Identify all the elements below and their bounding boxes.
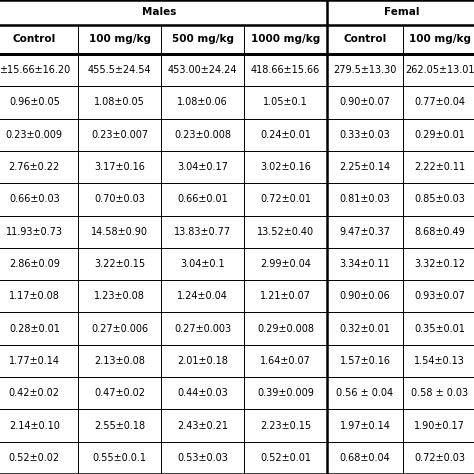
Text: 0.39±0.009: 0.39±0.009	[257, 388, 314, 398]
Text: 2.55±0.18: 2.55±0.18	[94, 420, 145, 430]
Text: 2.23±0.15: 2.23±0.15	[260, 420, 311, 430]
Text: 100 mg/kg: 100 mg/kg	[89, 34, 151, 45]
Text: 3.04±0.1: 3.04±0.1	[180, 259, 225, 269]
Text: 0.66±0.03: 0.66±0.03	[9, 194, 60, 204]
Text: 1.23±0.08: 1.23±0.08	[94, 292, 145, 301]
Text: 2.14±0.10: 2.14±0.10	[9, 420, 60, 430]
Text: 0.93±0.07: 0.93±0.07	[414, 292, 465, 301]
Text: 0.23±0.009: 0.23±0.009	[6, 130, 63, 140]
Text: 0.35±0.01: 0.35±0.01	[414, 324, 465, 334]
Text: 100 mg/kg: 100 mg/kg	[409, 34, 471, 45]
Text: Control: Control	[13, 34, 56, 45]
Text: 3.02±0.16: 3.02±0.16	[260, 162, 311, 172]
Text: 0.72±0.03: 0.72±0.03	[414, 453, 465, 463]
Text: 0.28±0.01: 0.28±0.01	[9, 324, 60, 334]
Text: 1.97±0.14: 1.97±0.14	[339, 420, 391, 430]
Text: 1.64±0.07: 1.64±0.07	[260, 356, 311, 366]
Text: 3.32±0.12: 3.32±0.12	[414, 259, 465, 269]
Text: 1.24±0.04: 1.24±0.04	[177, 292, 228, 301]
Text: 0.42±0.02: 0.42±0.02	[9, 388, 60, 398]
Text: ±15.66±16.20: ±15.66±16.20	[0, 65, 70, 75]
Text: 0.29±0.01: 0.29±0.01	[414, 130, 465, 140]
Text: 0.29±0.008: 0.29±0.008	[257, 324, 314, 334]
Text: 2.22±0.11: 2.22±0.11	[414, 162, 465, 172]
Text: 0.33±0.03: 0.33±0.03	[339, 130, 391, 140]
Text: 0.23±0.007: 0.23±0.007	[91, 130, 148, 140]
Text: 453.00±24.24: 453.00±24.24	[168, 65, 237, 75]
Text: 0.56 ± 0.04: 0.56 ± 0.04	[337, 388, 393, 398]
Text: 0.32±0.01: 0.32±0.01	[339, 324, 391, 334]
Text: 0.47±0.02: 0.47±0.02	[94, 388, 145, 398]
Text: 0.24±0.01: 0.24±0.01	[260, 130, 311, 140]
Text: Males: Males	[142, 7, 176, 18]
Text: 3.34±0.11: 3.34±0.11	[339, 259, 391, 269]
Text: 1.05±0.1: 1.05±0.1	[263, 98, 308, 108]
Text: 2.13±0.08: 2.13±0.08	[94, 356, 145, 366]
Text: 418.66±15.66: 418.66±15.66	[251, 65, 320, 75]
Text: 1000 mg/kg: 1000 mg/kg	[251, 34, 320, 45]
Text: 1.90±0.17: 1.90±0.17	[414, 420, 465, 430]
Text: 9.47±0.37: 9.47±0.37	[339, 227, 391, 237]
Text: 0.27±0.003: 0.27±0.003	[174, 324, 231, 334]
Text: 0.23±0.008: 0.23±0.008	[174, 130, 231, 140]
Text: Femal: Femal	[384, 7, 419, 18]
Text: 1.21±0.07: 1.21±0.07	[260, 292, 311, 301]
Text: 8.68±0.49: 8.68±0.49	[414, 227, 465, 237]
Text: 279.5±13.30: 279.5±13.30	[333, 65, 397, 75]
Text: 1.08±0.06: 1.08±0.06	[177, 98, 228, 108]
Text: 0.55±0.0.1: 0.55±0.0.1	[93, 453, 146, 463]
Text: 1.54±0.13: 1.54±0.13	[414, 356, 465, 366]
Text: 13.83±0.77: 13.83±0.77	[174, 227, 231, 237]
Text: 0.90±0.07: 0.90±0.07	[339, 98, 391, 108]
Text: 1.77±0.14: 1.77±0.14	[9, 356, 60, 366]
Text: 0.96±0.05: 0.96±0.05	[9, 98, 60, 108]
Text: 0.77±0.04: 0.77±0.04	[414, 98, 465, 108]
Text: 262.05±13.01: 262.05±13.01	[405, 65, 474, 75]
Text: 14.58±0.90: 14.58±0.90	[91, 227, 148, 237]
Text: 0.81±0.03: 0.81±0.03	[339, 194, 391, 204]
Text: 0.53±0.03: 0.53±0.03	[177, 453, 228, 463]
Text: 0.58 ± 0.03: 0.58 ± 0.03	[411, 388, 468, 398]
Text: 2.25±0.14: 2.25±0.14	[339, 162, 391, 172]
Text: 0.52±0.01: 0.52±0.01	[260, 453, 311, 463]
Text: 3.04±0.17: 3.04±0.17	[177, 162, 228, 172]
Text: 1.57±0.16: 1.57±0.16	[339, 356, 391, 366]
Text: 2.43±0.21: 2.43±0.21	[177, 420, 228, 430]
Text: 3.22±0.15: 3.22±0.15	[94, 259, 145, 269]
Text: 500 mg/kg: 500 mg/kg	[172, 34, 234, 45]
Text: 0.70±0.03: 0.70±0.03	[94, 194, 145, 204]
Text: 1.17±0.08: 1.17±0.08	[9, 292, 60, 301]
Text: 0.27±0.006: 0.27±0.006	[91, 324, 148, 334]
Text: 0.85±0.03: 0.85±0.03	[414, 194, 465, 204]
Text: 1.08±0.05: 1.08±0.05	[94, 98, 145, 108]
Text: 0.72±0.01: 0.72±0.01	[260, 194, 311, 204]
Text: 2.01±0.18: 2.01±0.18	[177, 356, 228, 366]
Text: 2.99±0.04: 2.99±0.04	[260, 259, 311, 269]
Text: 11.93±0.73: 11.93±0.73	[6, 227, 63, 237]
Text: Control: Control	[343, 34, 387, 45]
Text: 0.44±0.03: 0.44±0.03	[177, 388, 228, 398]
Text: 3.17±0.16: 3.17±0.16	[94, 162, 145, 172]
Text: 0.66±0.01: 0.66±0.01	[177, 194, 228, 204]
Text: 2.76±0.22: 2.76±0.22	[9, 162, 60, 172]
Text: 0.68±0.04: 0.68±0.04	[339, 453, 391, 463]
Text: 13.52±0.40: 13.52±0.40	[257, 227, 314, 237]
Text: 455.5±24.54: 455.5±24.54	[88, 65, 152, 75]
Text: 0.90±0.06: 0.90±0.06	[339, 292, 391, 301]
Text: 0.52±0.02: 0.52±0.02	[9, 453, 60, 463]
Text: 2.86±0.09: 2.86±0.09	[9, 259, 60, 269]
